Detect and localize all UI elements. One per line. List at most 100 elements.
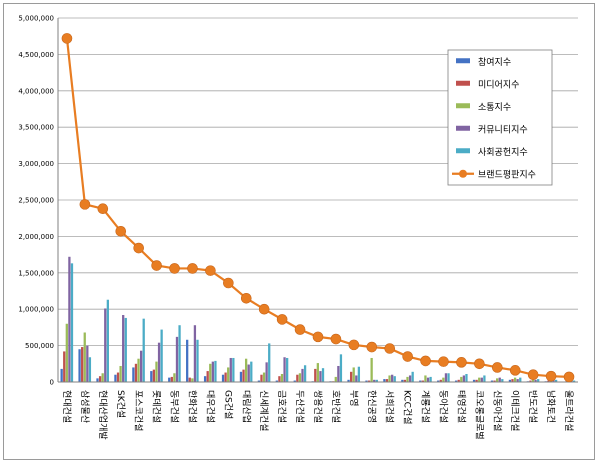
bar-1-26 <box>508 379 512 382</box>
legend-label: 참여지수 <box>478 56 511 68</box>
bar-4-22 <box>444 373 448 382</box>
bar-5-2 <box>88 357 92 382</box>
bar-4-14 <box>301 368 304 382</box>
bar-1-12 <box>257 380 261 382</box>
x-tick-label: 계룡건설 <box>420 390 432 423</box>
x-tick-label: 태영건설 <box>455 390 466 423</box>
bar-4-2 <box>86 345 89 382</box>
legend-box <box>447 49 553 186</box>
bar-1-3 <box>96 378 99 382</box>
bar-4-21 <box>426 377 430 382</box>
line-point-13 <box>276 314 288 325</box>
bar-3-20 <box>406 376 409 382</box>
x-tick-label: 코오롱글로벌 <box>473 390 484 440</box>
bar-5-14 <box>303 365 307 382</box>
bar-2-17 <box>349 371 353 382</box>
line-point-4 <box>115 226 127 237</box>
legend-label: 소통지수 <box>478 102 511 113</box>
bar-4-3 <box>104 308 107 382</box>
bar-2-3 <box>98 376 102 382</box>
bar-3-4 <box>119 365 122 382</box>
bar-3-25 <box>496 378 499 382</box>
bar-5-18 <box>375 379 378 382</box>
x-tick-label: 동부건설 <box>169 390 180 423</box>
line-point-14 <box>294 324 306 335</box>
bar-2-14 <box>296 374 299 382</box>
bar-3-3 <box>101 373 104 382</box>
x-tick-label: 호반건설 <box>330 390 341 423</box>
legend-label: 커뮤니티지수 <box>478 124 528 135</box>
bar-2-6 <box>152 369 156 382</box>
bar-4-27 <box>534 379 537 382</box>
y-tick-label: 5,000,000 <box>18 15 54 23</box>
y-tick-label: 1,500,000 <box>18 269 54 277</box>
bar-5-21 <box>429 376 432 382</box>
line-point-1 <box>61 33 73 44</box>
bar-3-24 <box>478 377 481 382</box>
bar-3-1 <box>65 323 68 382</box>
legend-swatch <box>456 148 470 154</box>
bar-1-17 <box>347 379 350 382</box>
x-tick-label: 반도건설 <box>527 390 538 423</box>
x-tick-label: 두산건설 <box>294 390 305 423</box>
bar-3-26 <box>513 377 517 382</box>
bar-2-4 <box>116 372 120 382</box>
bar-4-5 <box>139 350 143 382</box>
bar-5-29 <box>572 380 576 382</box>
bar-5-17 <box>357 366 361 382</box>
bar-5-15 <box>321 368 325 382</box>
bar-2-18 <box>367 380 371 382</box>
bar-4-10 <box>229 357 232 382</box>
line-point-18 <box>366 341 378 353</box>
bar-3-13 <box>280 373 284 382</box>
bar-5-4 <box>124 317 127 382</box>
x-tick-label: 이테크건설 <box>509 390 520 431</box>
bar-4-4 <box>122 315 125 382</box>
line-point-25 <box>492 362 503 373</box>
bar-5-1 <box>70 263 74 382</box>
bar-3-12 <box>262 372 266 382</box>
bar-3-6 <box>155 361 158 382</box>
bar-1-11 <box>239 371 243 382</box>
legend-label: 미디어지수 <box>478 79 519 90</box>
bar-1-20 <box>401 379 404 382</box>
x-tick-label: 삼성물산 <box>79 390 90 423</box>
line-point-10 <box>223 277 234 289</box>
bar-2-10 <box>224 372 227 382</box>
bar-1-2 <box>78 349 81 382</box>
bar-2-15 <box>314 368 317 382</box>
bar-4-18 <box>373 379 376 382</box>
x-tick-label: 롯데건설 <box>151 390 162 423</box>
bar-3-17 <box>352 367 355 382</box>
x-tick-label: 현대건설 <box>61 390 72 423</box>
x-tick-label: 대림산업 <box>240 390 252 423</box>
y-tick-label: 1,000,000 <box>18 306 54 314</box>
bar-3-9 <box>209 363 212 382</box>
bar-3-15 <box>316 363 319 382</box>
line-point-5 <box>133 242 144 254</box>
bar-1-22 <box>437 380 440 382</box>
line-point-8 <box>187 263 198 274</box>
line-point-28 <box>545 370 557 382</box>
bar-2-11 <box>242 369 245 382</box>
bar-3-10 <box>227 367 230 382</box>
bar-2-24 <box>475 379 478 382</box>
bar-4-12 <box>265 362 268 382</box>
bar-2-21 <box>421 380 424 382</box>
bar-1-19 <box>383 379 386 382</box>
bar-5-26 <box>519 377 522 382</box>
bar-4-19 <box>391 374 394 382</box>
bar-3-7 <box>173 373 176 382</box>
bar-5-3 <box>106 299 109 382</box>
x-tick-label: GS건설 <box>222 390 233 419</box>
line-point-6 <box>151 260 162 271</box>
bar-5-23 <box>465 373 468 382</box>
line-point-20 <box>402 351 413 362</box>
bar-1-9 <box>203 376 207 382</box>
bar-5-24 <box>483 375 486 382</box>
bar-4-9 <box>211 361 214 382</box>
bar-3-2 <box>83 332 86 382</box>
x-tick-label: 포스코건설 <box>133 390 144 431</box>
x-tick-label: 한화건설 <box>186 390 197 423</box>
